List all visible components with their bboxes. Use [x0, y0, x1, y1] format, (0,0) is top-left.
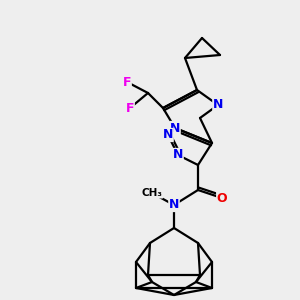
Text: N: N: [169, 199, 179, 212]
Text: F: F: [123, 76, 131, 88]
Text: N: N: [163, 128, 173, 142]
Text: CH₃: CH₃: [142, 188, 163, 198]
Text: N: N: [170, 122, 180, 134]
Text: O: O: [217, 191, 227, 205]
Text: N: N: [173, 148, 183, 161]
Text: N: N: [213, 98, 223, 112]
Text: F: F: [126, 101, 134, 115]
